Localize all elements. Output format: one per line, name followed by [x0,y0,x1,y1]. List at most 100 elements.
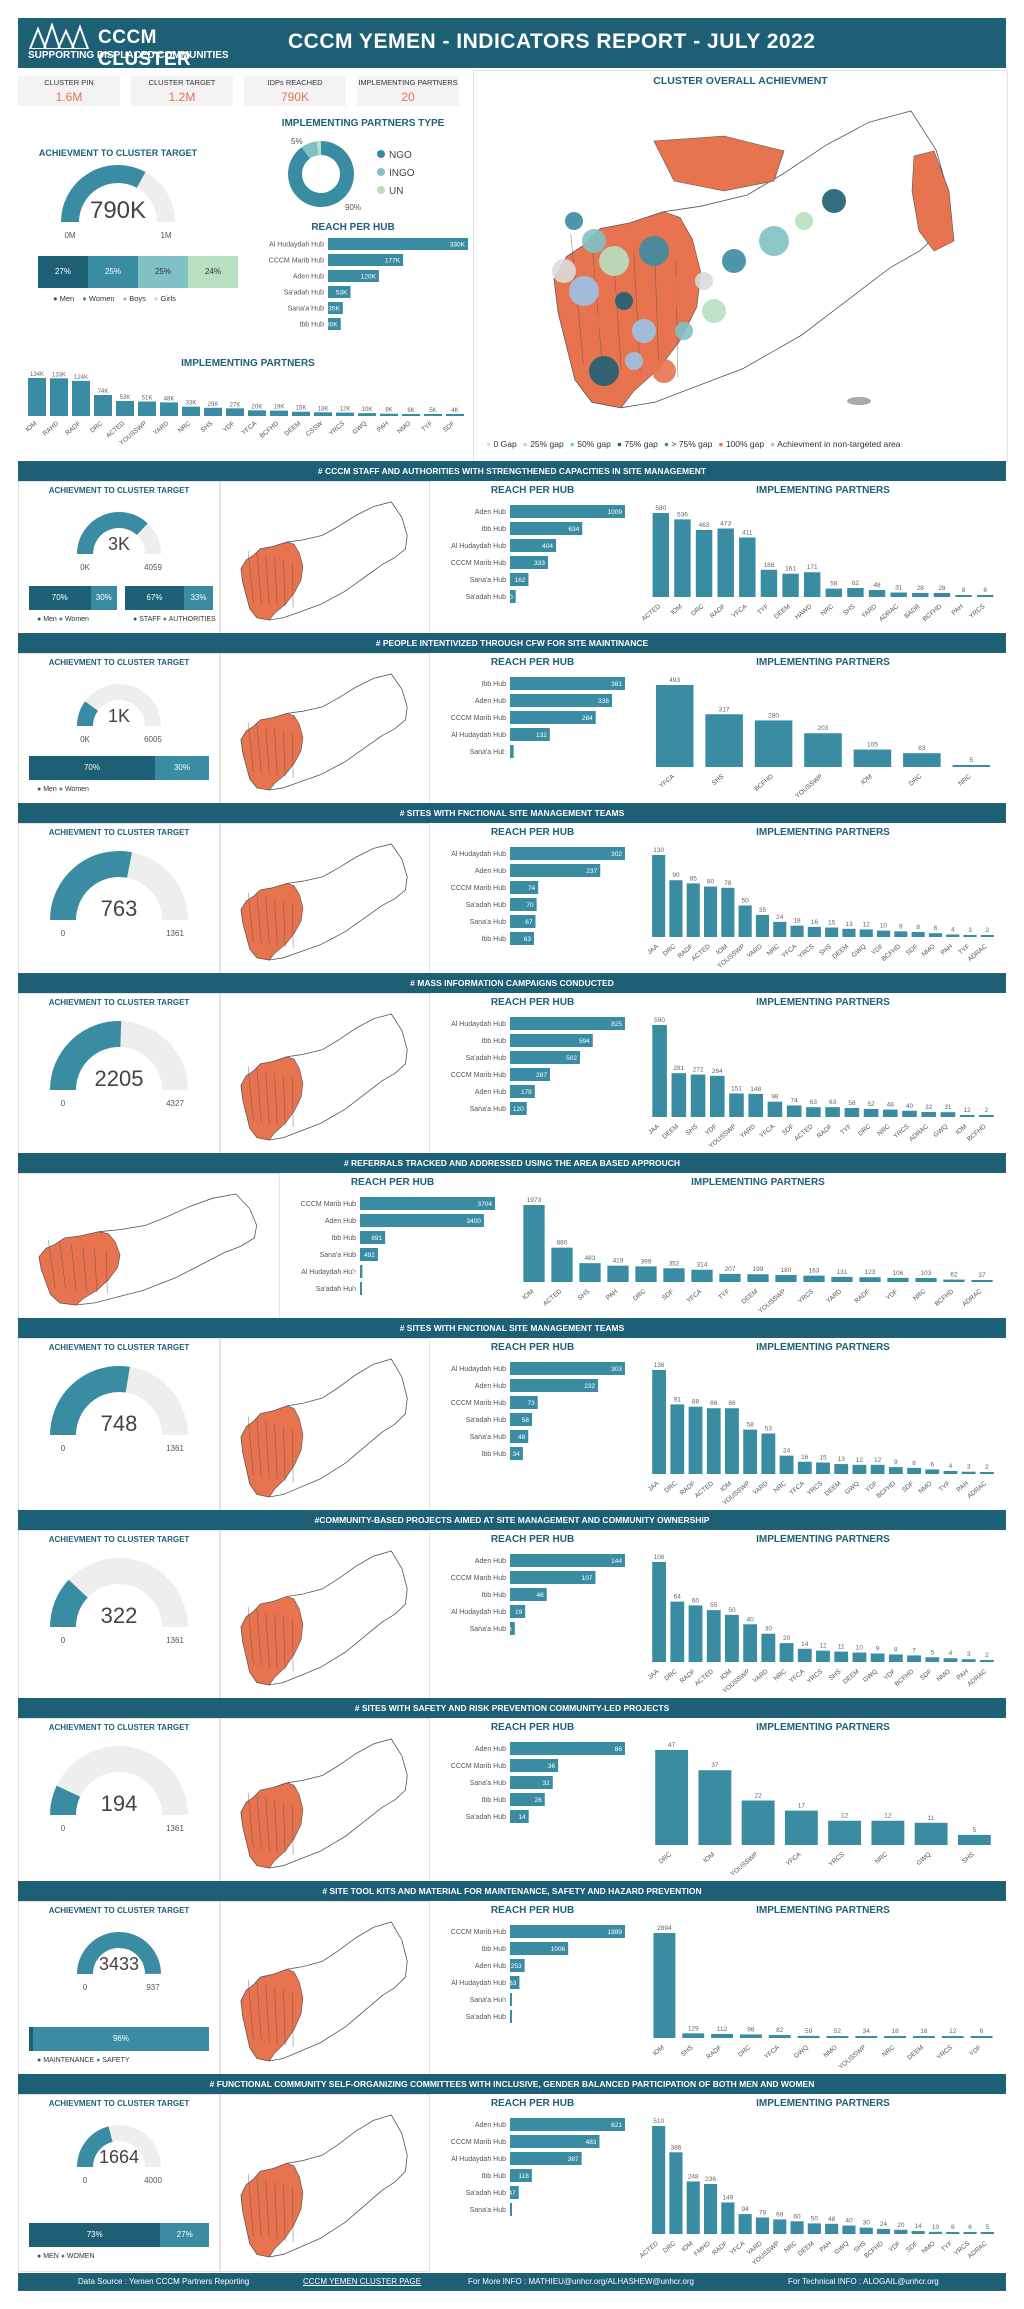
partner-value: 3 [967,1651,971,1658]
gauge-value: 3433 [99,1954,139,1974]
partner-bar [847,588,864,597]
partner-bar [797,1648,812,1662]
district-border [256,1609,262,1667]
gauge-min: 0 [61,1099,66,1108]
partner-value: 7 [912,1647,916,1654]
socotra-island [847,397,871,405]
partner-label: ACTED [793,1123,815,1143]
partners-title: IMPLEMENTING PARTNERS [756,997,890,1008]
district-area [565,212,583,230]
section-reach-panel: REACH PER HUB Aden Hub 1009 Ibb Hub 634 Al Hu… [430,481,635,633]
partner-label: IOM [521,1288,535,1301]
partner-value: 58 [848,1100,856,1107]
reach-per-hub-chart: Al Hudaydah Hub 303 Aden Hub 232 CCCM Marib … [451,1362,625,1460]
hub-bar [510,1085,535,1098]
partner-bar [979,1472,994,1474]
section-gauge-panel: ACHIEVMENT TO CLUSTER TARGET 763 0 1361 [18,823,220,975]
map-legend-item: ● 100% gap [718,439,765,449]
partner-bar [871,1820,905,1845]
partner-label: DRC [690,603,706,618]
district-area [552,259,576,283]
section-title-bar: # FUNCTIONAL COMMUNITY SELF-ORGANIZING C… [18,2074,1006,2094]
hub-bar [510,1379,599,1392]
district-border [82,1246,87,1292]
implementing-partners-chart: 106JAA64DRC60RADF55ACTED50IOM40YOUSSWP30… [647,1554,994,1695]
partner-label: YFCA [686,1288,704,1305]
footer-cluster-page-link[interactable]: CCCM YEMEN CLUSTER PAGE [303,2277,421,2286]
partner-bar [790,2221,804,2234]
hub-bar [510,1942,569,1955]
legend-item: AUTHORITIES [168,616,216,623]
partner-value: 17 [798,1803,806,1810]
hub-value: 502 [566,1055,577,1062]
partner-label: ACTED [640,2240,660,2260]
cccm-logo: CCCM CLUSTER SUPPORTING DISPLACED COMMUN… [28,23,238,70]
partner-value: 31 [944,1104,952,1111]
partner-bar [743,1624,758,1662]
hub-label: Sana'a Hub [470,749,506,756]
hub-value: 30K [326,321,338,328]
partner-value: 105 [867,742,878,749]
partner-bar [358,413,376,416]
partner-bar [703,886,718,937]
partner-value: 5K [429,408,436,414]
partner-label: YFCA [731,603,749,620]
partner-value: 4 [951,926,955,933]
district-area [589,356,619,386]
hub-bar [510,847,625,860]
hub-bar [510,1976,520,1989]
section-partners-panel: IMPLEMENTING PARTNERS 47 DRC 37 IOM 22 YOUSSWP… [640,1718,1006,1881]
partner-value: 64 [674,1594,682,1601]
donut-label: 5% [291,137,303,146]
partner-value: 10K [362,407,373,413]
hub-value: 303 [611,1366,622,1373]
partner-bar [292,411,310,416]
partner-label: YARD [152,420,170,437]
partner-bar [743,1429,758,1474]
partner-label: IOM [860,773,874,786]
partner-label: BCFHD [753,773,775,793]
partner-bar [797,2035,820,2038]
partner-label: YFCA [788,1480,806,1497]
partner-bar [911,931,925,937]
hub-value: 404 [542,543,553,550]
partner-label: BCFHD [934,1288,956,1308]
partner-bar [859,2227,873,2234]
partner-bar [790,925,804,937]
partner-bar [551,1247,573,1282]
hub-label: Sa'adah Hub [466,1814,506,1821]
section-gauge-title: ACHIEVMENT TO CLUSTER TARGET [48,1723,190,1732]
hub-bar [360,1265,363,1278]
partner-label: JAA [647,1123,661,1136]
hub-bar [510,2135,600,2148]
partner-label: ADRAC [966,1480,988,1500]
section-map-panel [220,1530,430,1700]
partner-bar [314,412,332,416]
legend-item: Women [64,786,89,793]
partner-bar [882,1109,898,1117]
partner-value: 2894 [657,1925,672,1932]
partner-label: DEEM [831,943,850,960]
yemen-map [240,1738,408,1869]
split-segment: 27% [160,2223,209,2247]
hub-value: 177K [385,257,401,264]
partner-label: IOM [702,1851,716,1864]
map-legend-item: ● 75% gap [616,439,658,449]
section-partners-panel: IMPLEMENTING PARTNERS 1973 IOM 880 ACTED 483 S… [510,1173,1006,1318]
legend-item: STAFF [139,616,161,623]
section-gauge: 194 0 1361 [50,1746,188,1833]
hub-label: Sana'a Hub [470,1997,506,2004]
partner-value: 163 [809,1268,820,1275]
district-border [292,1429,294,1483]
partner-bar [768,2035,791,2038]
gauge-fill [77,701,99,727]
partner-value: 473 [720,520,731,527]
partners-title: IMPLEMENTING PARTNERS [756,1534,890,1545]
section-gauge: 3433 0 937 [77,1931,161,1992]
hub-value: 333 [534,560,545,567]
reach-per-hub-chart: CCCM Marib Hub 1989 Ibb Hub 1006 Aden Hub 253… [451,1925,625,2023]
partner-label: GWQ [851,943,868,959]
hub-value: 1009 [608,509,623,516]
partner-value: 12 [841,1813,849,1820]
partner-value: 280 [768,712,779,719]
